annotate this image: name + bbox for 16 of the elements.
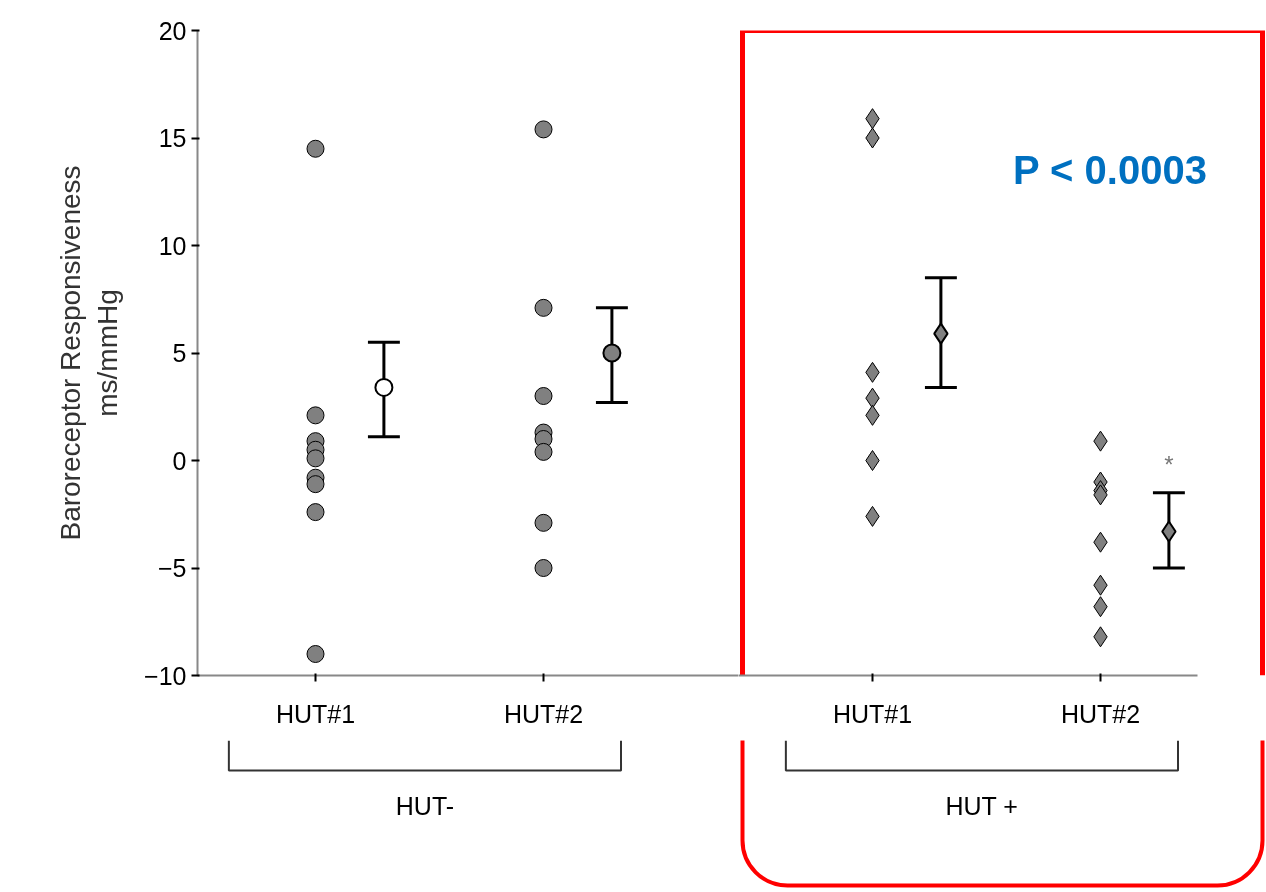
y-tick-label: −5 [158,554,187,582]
x-tick-label: HUT#1 [275,699,356,728]
y-tick-label: 20 [158,16,187,45]
x-axis-title: HUT- [395,791,455,820]
y-tick-label: 10 [158,231,187,260]
y-tick-label: −10 [144,661,187,690]
y-tick-label: 0 [172,446,187,475]
annotation: * [1164,451,1174,479]
x-axis-title: HUT + [945,791,1018,820]
y-axis-title: Baroreceptor Responsiveness ms/mmHg [54,165,124,541]
y-tick-label: 5 [172,339,187,367]
x-tick-label: HUT#1 [832,699,913,728]
x-tick-label: HUT#2 [503,699,584,728]
y-tick-label: 15 [158,124,187,152]
x-tick-label: HUT#2 [1060,699,1141,728]
annotation: P < 0.0003 [1013,148,1207,193]
